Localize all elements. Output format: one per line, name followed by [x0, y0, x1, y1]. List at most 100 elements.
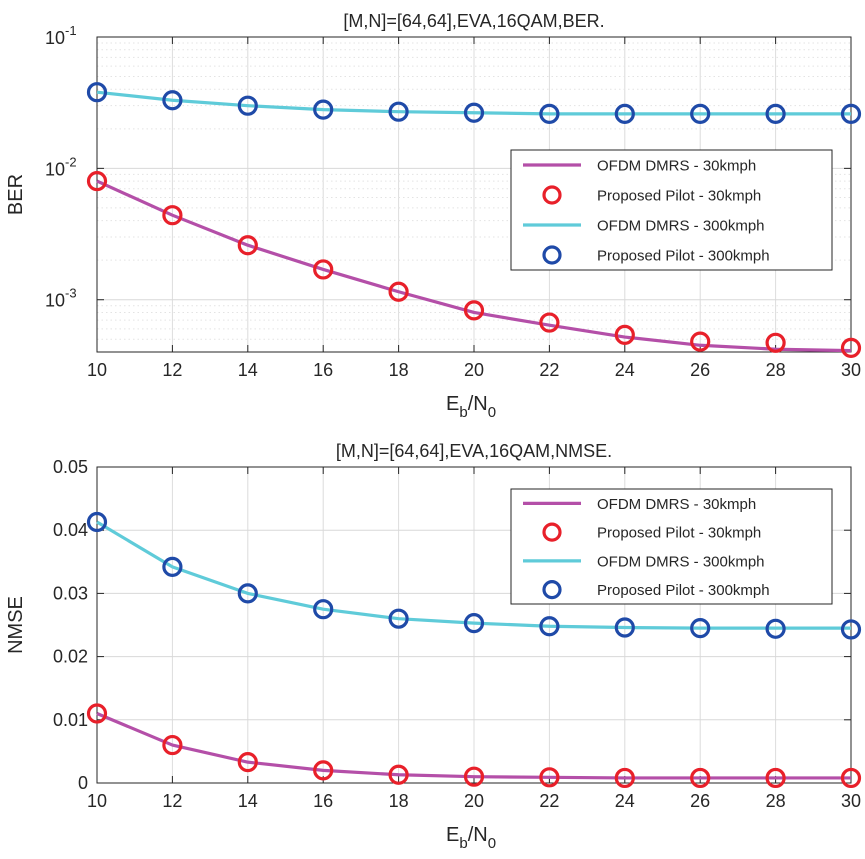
legend-label: Proposed Pilot - 30kmph — [597, 188, 761, 205]
data-point — [162, 90, 183, 111]
y-tick-label: 0.04 — [53, 520, 88, 540]
x-tick-label: 26 — [690, 360, 710, 380]
legend-label: OFDM DMRS - 30kmph — [597, 158, 756, 175]
x-tick-label: 10 — [87, 360, 107, 380]
x-label-sub2: 0 — [488, 404, 496, 421]
data-point — [614, 617, 635, 638]
data-point — [313, 760, 334, 781]
legend-label: OFDM DMRS - 300kmph — [597, 218, 765, 235]
legend-label: OFDM DMRS - 30kmph — [597, 496, 756, 513]
legend-box — [510, 488, 833, 605]
data-point — [690, 618, 711, 639]
data-point — [313, 599, 334, 620]
y-tick-label: 0.05 — [53, 457, 88, 477]
series-3 — [86, 511, 862, 640]
data-point — [840, 619, 862, 640]
y-tick-exponent: -3 — [65, 286, 77, 301]
x-tick-label: 18 — [389, 791, 409, 811]
x-tick-label: 10 — [87, 791, 107, 811]
axes-box — [96, 36, 852, 353]
x-tick-label: 26 — [690, 791, 710, 811]
axes-box — [96, 466, 852, 784]
x-tick-label: 12 — [162, 360, 182, 380]
data-point — [765, 618, 786, 639]
data-point — [162, 734, 183, 756]
data-point — [162, 205, 183, 226]
y-axis-label: BER — [5, 174, 27, 215]
x-label-sub1: b — [459, 835, 467, 852]
x-label-sub2: 0 — [488, 835, 496, 852]
series-line — [96, 520, 851, 630]
legend-marker-swatch — [542, 245, 562, 265]
series-1 — [86, 170, 862, 358]
data-point — [86, 511, 108, 533]
data-point — [690, 331, 711, 352]
x-tick-label: 20 — [464, 791, 484, 811]
x-tick-label: 16 — [313, 791, 333, 811]
x-tick-label: 30 — [841, 360, 861, 380]
legend-label: Proposed Pilot - 30kmph — [597, 525, 761, 542]
chart-title: [M,N]=[64,64],EVA,16QAM,BER. — [343, 11, 604, 31]
x-tick-label: 16 — [313, 360, 333, 380]
y-tick-label: 0 — [78, 773, 88, 793]
x-label-sub1: b — [459, 404, 467, 421]
data-point — [463, 613, 485, 634]
y-tick-base: 10 — [45, 28, 65, 48]
x-tick-label: 28 — [766, 791, 786, 811]
data-point — [237, 235, 258, 256]
x-tick-label: 28 — [766, 360, 786, 380]
data-point — [614, 767, 635, 789]
x-label-mid: /N — [468, 393, 488, 415]
data-point — [539, 767, 560, 788]
y-tick-base: 10 — [45, 291, 65, 311]
x-tick-label: 24 — [615, 360, 635, 380]
legend-label: Proposed Pilot - 300kmph — [597, 248, 770, 265]
legend-marker-swatch — [542, 522, 562, 542]
series-0 — [96, 712, 851, 780]
data-point — [162, 556, 183, 577]
data-point — [237, 752, 258, 773]
x-label-mid: /N — [468, 824, 488, 846]
data-point — [463, 766, 485, 787]
y-tick-exponent: -2 — [65, 154, 77, 169]
x-tick-label: 20 — [464, 360, 484, 380]
x-tick-label: 24 — [615, 791, 635, 811]
data-point — [463, 300, 485, 321]
data-point — [539, 312, 560, 333]
legend-label: Proposed Pilot - 300kmph — [597, 582, 770, 599]
y-tick-label: 10-3 — [45, 286, 77, 311]
y-tick-label: 10-1 — [45, 23, 77, 48]
data-point — [313, 259, 334, 280]
data-point — [86, 170, 108, 192]
x-tick-label: 30 — [841, 791, 861, 811]
data-point — [388, 608, 409, 629]
ber-chart: [M,N]=[64,64],EVA,16QAM,BER. 10 12 14 16 18 20… — [5, 11, 862, 421]
legend-label: OFDM DMRS - 300kmph — [597, 553, 765, 570]
x-tick-label: 14 — [238, 791, 258, 811]
x-axis-label: Eb/N0 — [446, 393, 496, 421]
data-point — [690, 767, 711, 789]
y-tick-label: 0.01 — [53, 710, 88, 730]
x-tick-label: 14 — [238, 360, 258, 380]
x-tick-label: 12 — [162, 791, 182, 811]
data-point — [539, 616, 560, 637]
data-point — [539, 103, 560, 124]
series-0 — [96, 179, 852, 353]
x-tick-label: 22 — [539, 791, 559, 811]
data-point — [86, 703, 108, 724]
data-point — [840, 337, 862, 358]
x-axis-label: Eb/N0 — [446, 824, 496, 852]
data-point — [840, 767, 862, 789]
data-point — [313, 99, 334, 120]
legend: OFDM DMRS - 30kmph Proposed Pilot - 30kmp… — [510, 149, 833, 271]
data-point — [614, 103, 635, 124]
data-point — [840, 103, 862, 124]
legend: OFDM DMRS - 30kmph Proposed Pilot - 30kmp… — [510, 488, 833, 605]
data-point — [86, 82, 108, 103]
x-tick-label: 18 — [389, 360, 409, 380]
data-point — [765, 103, 786, 124]
chart-title: [M,N]=[64,64],EVA,16QAM,NMSE. — [336, 441, 612, 461]
y-tick-base: 10 — [45, 159, 65, 179]
series-3 — [86, 82, 862, 124]
